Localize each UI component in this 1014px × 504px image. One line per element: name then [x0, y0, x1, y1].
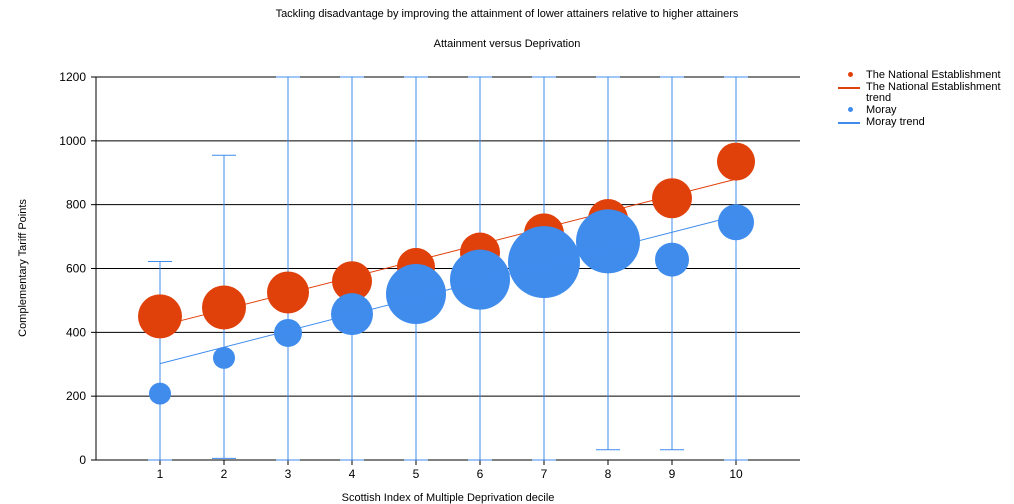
moray-bubble: [213, 346, 235, 369]
moray-bubble: [508, 226, 580, 299]
national-bubble: [332, 261, 372, 302]
legend-label-moray-trend: Moray trend: [866, 116, 925, 128]
y-tick-label: 0: [79, 453, 86, 467]
x-tick-label: 3: [285, 467, 292, 481]
legend-item-moray: Moray: [838, 105, 1006, 116]
x-tick-label: 5: [413, 467, 420, 481]
x-tick-label: 2: [221, 467, 228, 481]
y-tick-label: 200: [66, 389, 86, 403]
legend-marker-moray: [848, 107, 853, 112]
y-tick-label: 600: [66, 262, 86, 276]
national-trend-line: [159, 178, 737, 327]
moray-bubble: [274, 318, 302, 347]
legend-item-national: The National Establishment: [838, 70, 1006, 81]
legend-label-national-trend: The National Establishment trend: [866, 81, 1001, 104]
moray-trend-line: [159, 215, 737, 365]
legend-item-national-trend: The National Establishment trend: [838, 82, 1006, 104]
moray-bubble: [655, 242, 689, 277]
legend-line-moray-trend: [838, 122, 860, 124]
chart-subtitle: Attainment versus Deprivation: [433, 38, 581, 50]
x-tick-label: 4: [349, 467, 356, 481]
y-tick-label: 800: [66, 198, 86, 212]
legend-label-national: The National Establishment: [866, 69, 1001, 81]
legend-label-moray: Moray: [866, 104, 897, 116]
moray-bubble: [718, 204, 754, 241]
x-tick-label: 7: [541, 467, 548, 481]
y-tick-label: 1000: [59, 134, 86, 148]
legend-line-national-trend: [838, 87, 860, 89]
national-bubble: [138, 294, 182, 339]
national-bubble: [717, 142, 755, 181]
x-axis-title: Scottish Index of Multiple Deprivation d…: [342, 492, 555, 504]
moray-bubble: [386, 264, 446, 325]
y-tick-label: 400: [66, 325, 86, 339]
x-tick-label: 6: [477, 467, 484, 481]
x-tick-label: 9: [669, 467, 676, 481]
chart-title: Tackling disadvantage by improving the a…: [275, 8, 739, 20]
moray-bubble: [576, 209, 640, 274]
moray-bubble: [450, 249, 510, 310]
national-bubble: [267, 271, 309, 314]
national-bubble: [202, 285, 246, 330]
national-bubble: [652, 178, 692, 219]
x-tick-label: 1: [157, 467, 164, 481]
legend-marker-national: [848, 72, 853, 77]
y-axis-title: Complementary Tariff Points: [17, 199, 29, 337]
x-tick-label: 10: [729, 467, 743, 481]
chart-legend: The National Establishment The National …: [838, 70, 1006, 129]
moray-bubble: [149, 382, 171, 405]
y-tick-label: 1200: [59, 70, 86, 84]
legend-item-moray-trend: Moray trend: [838, 117, 1006, 128]
x-tick-label: 8: [605, 467, 612, 481]
